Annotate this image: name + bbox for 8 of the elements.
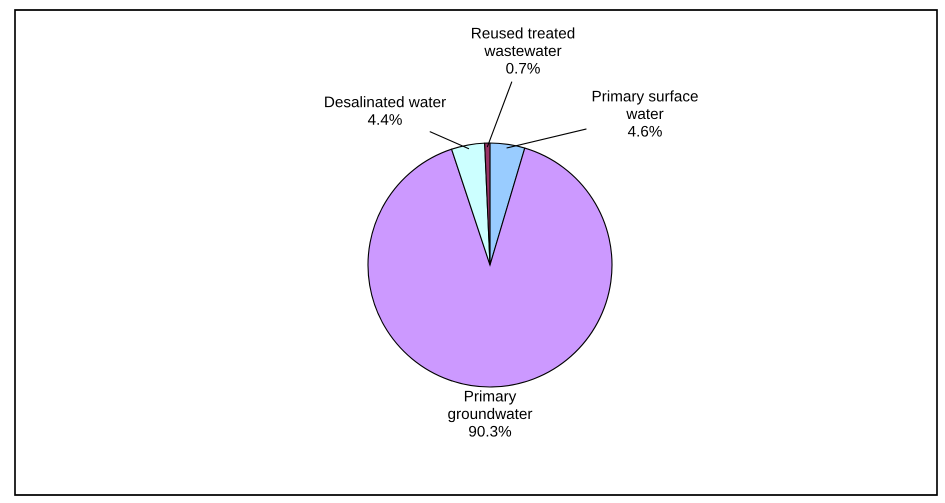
slice-label: Reused treated wastewater — [472, 27, 574, 56]
slice-label: Primary surface water — [592, 90, 698, 120]
data-label: 90.3% — [469, 426, 512, 437]
slice-label: Desalinated water — [325, 96, 446, 108]
data-label: 4.4% — [368, 114, 402, 125]
slice-label: Primary groundwater — [448, 390, 532, 422]
data-label: 0.7% — [506, 62, 540, 74]
data-label: 4.6% — [628, 126, 662, 137]
